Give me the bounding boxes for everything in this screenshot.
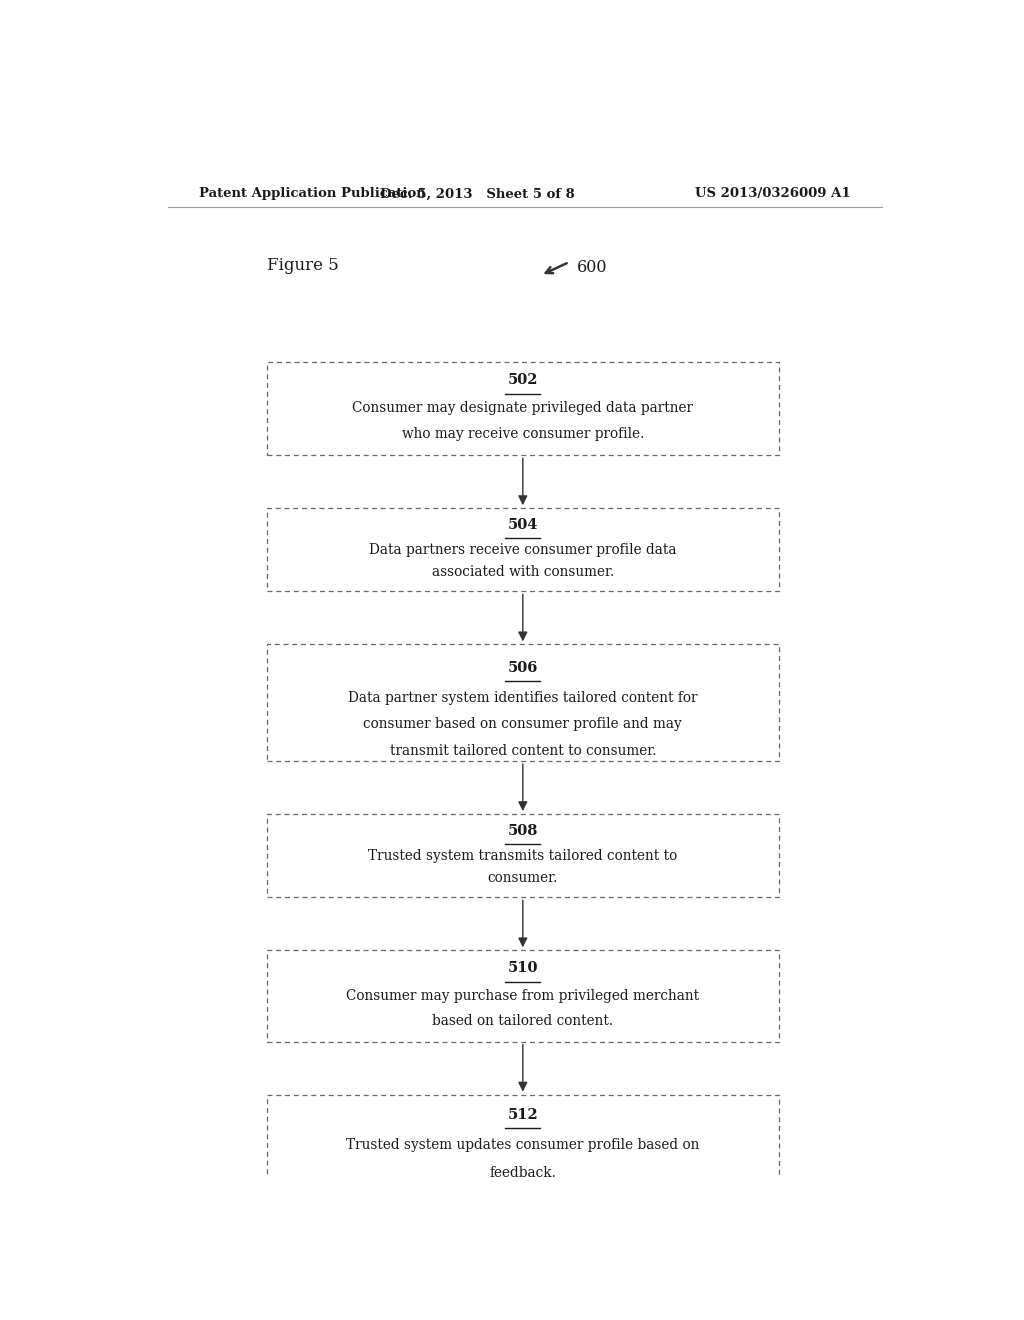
FancyBboxPatch shape <box>267 950 779 1041</box>
FancyBboxPatch shape <box>267 644 779 762</box>
Text: Figure 5: Figure 5 <box>267 256 339 273</box>
Text: Trusted system transmits tailored content to: Trusted system transmits tailored conten… <box>369 849 678 863</box>
Text: 600: 600 <box>577 259 607 276</box>
Text: associated with consumer.: associated with consumer. <box>432 565 614 579</box>
Text: Consumer may designate privileged data partner: Consumer may designate privileged data p… <box>352 401 693 416</box>
Text: 510: 510 <box>508 961 538 975</box>
Text: who may receive consumer profile.: who may receive consumer profile. <box>401 426 644 441</box>
Text: transmit tailored content to consumer.: transmit tailored content to consumer. <box>389 743 656 758</box>
Text: 508: 508 <box>508 824 538 838</box>
Text: Data partners receive consumer profile data: Data partners receive consumer profile d… <box>369 543 677 557</box>
FancyBboxPatch shape <box>267 362 779 455</box>
Text: 504: 504 <box>508 517 538 532</box>
Text: consumer.: consumer. <box>487 871 558 886</box>
FancyBboxPatch shape <box>267 814 779 898</box>
Text: consumer based on consumer profile and may: consumer based on consumer profile and m… <box>364 717 682 731</box>
FancyBboxPatch shape <box>267 1094 779 1196</box>
Text: Patent Application Publication: Patent Application Publication <box>200 187 426 201</box>
Text: 512: 512 <box>508 1107 539 1122</box>
Text: based on tailored content.: based on tailored content. <box>432 1014 613 1027</box>
FancyBboxPatch shape <box>267 508 779 591</box>
Text: feedback.: feedback. <box>489 1166 556 1180</box>
Text: 502: 502 <box>508 374 538 387</box>
Text: Data partner system identifies tailored content for: Data partner system identifies tailored … <box>348 690 697 705</box>
Text: Consumer may purchase from privileged merchant: Consumer may purchase from privileged me… <box>346 989 699 1003</box>
Text: Trusted system updates consumer profile based on: Trusted system updates consumer profile … <box>346 1138 699 1152</box>
Text: Dec. 5, 2013   Sheet 5 of 8: Dec. 5, 2013 Sheet 5 of 8 <box>380 187 574 201</box>
Text: US 2013/0326009 A1: US 2013/0326009 A1 <box>694 187 850 201</box>
Text: 506: 506 <box>508 660 538 675</box>
